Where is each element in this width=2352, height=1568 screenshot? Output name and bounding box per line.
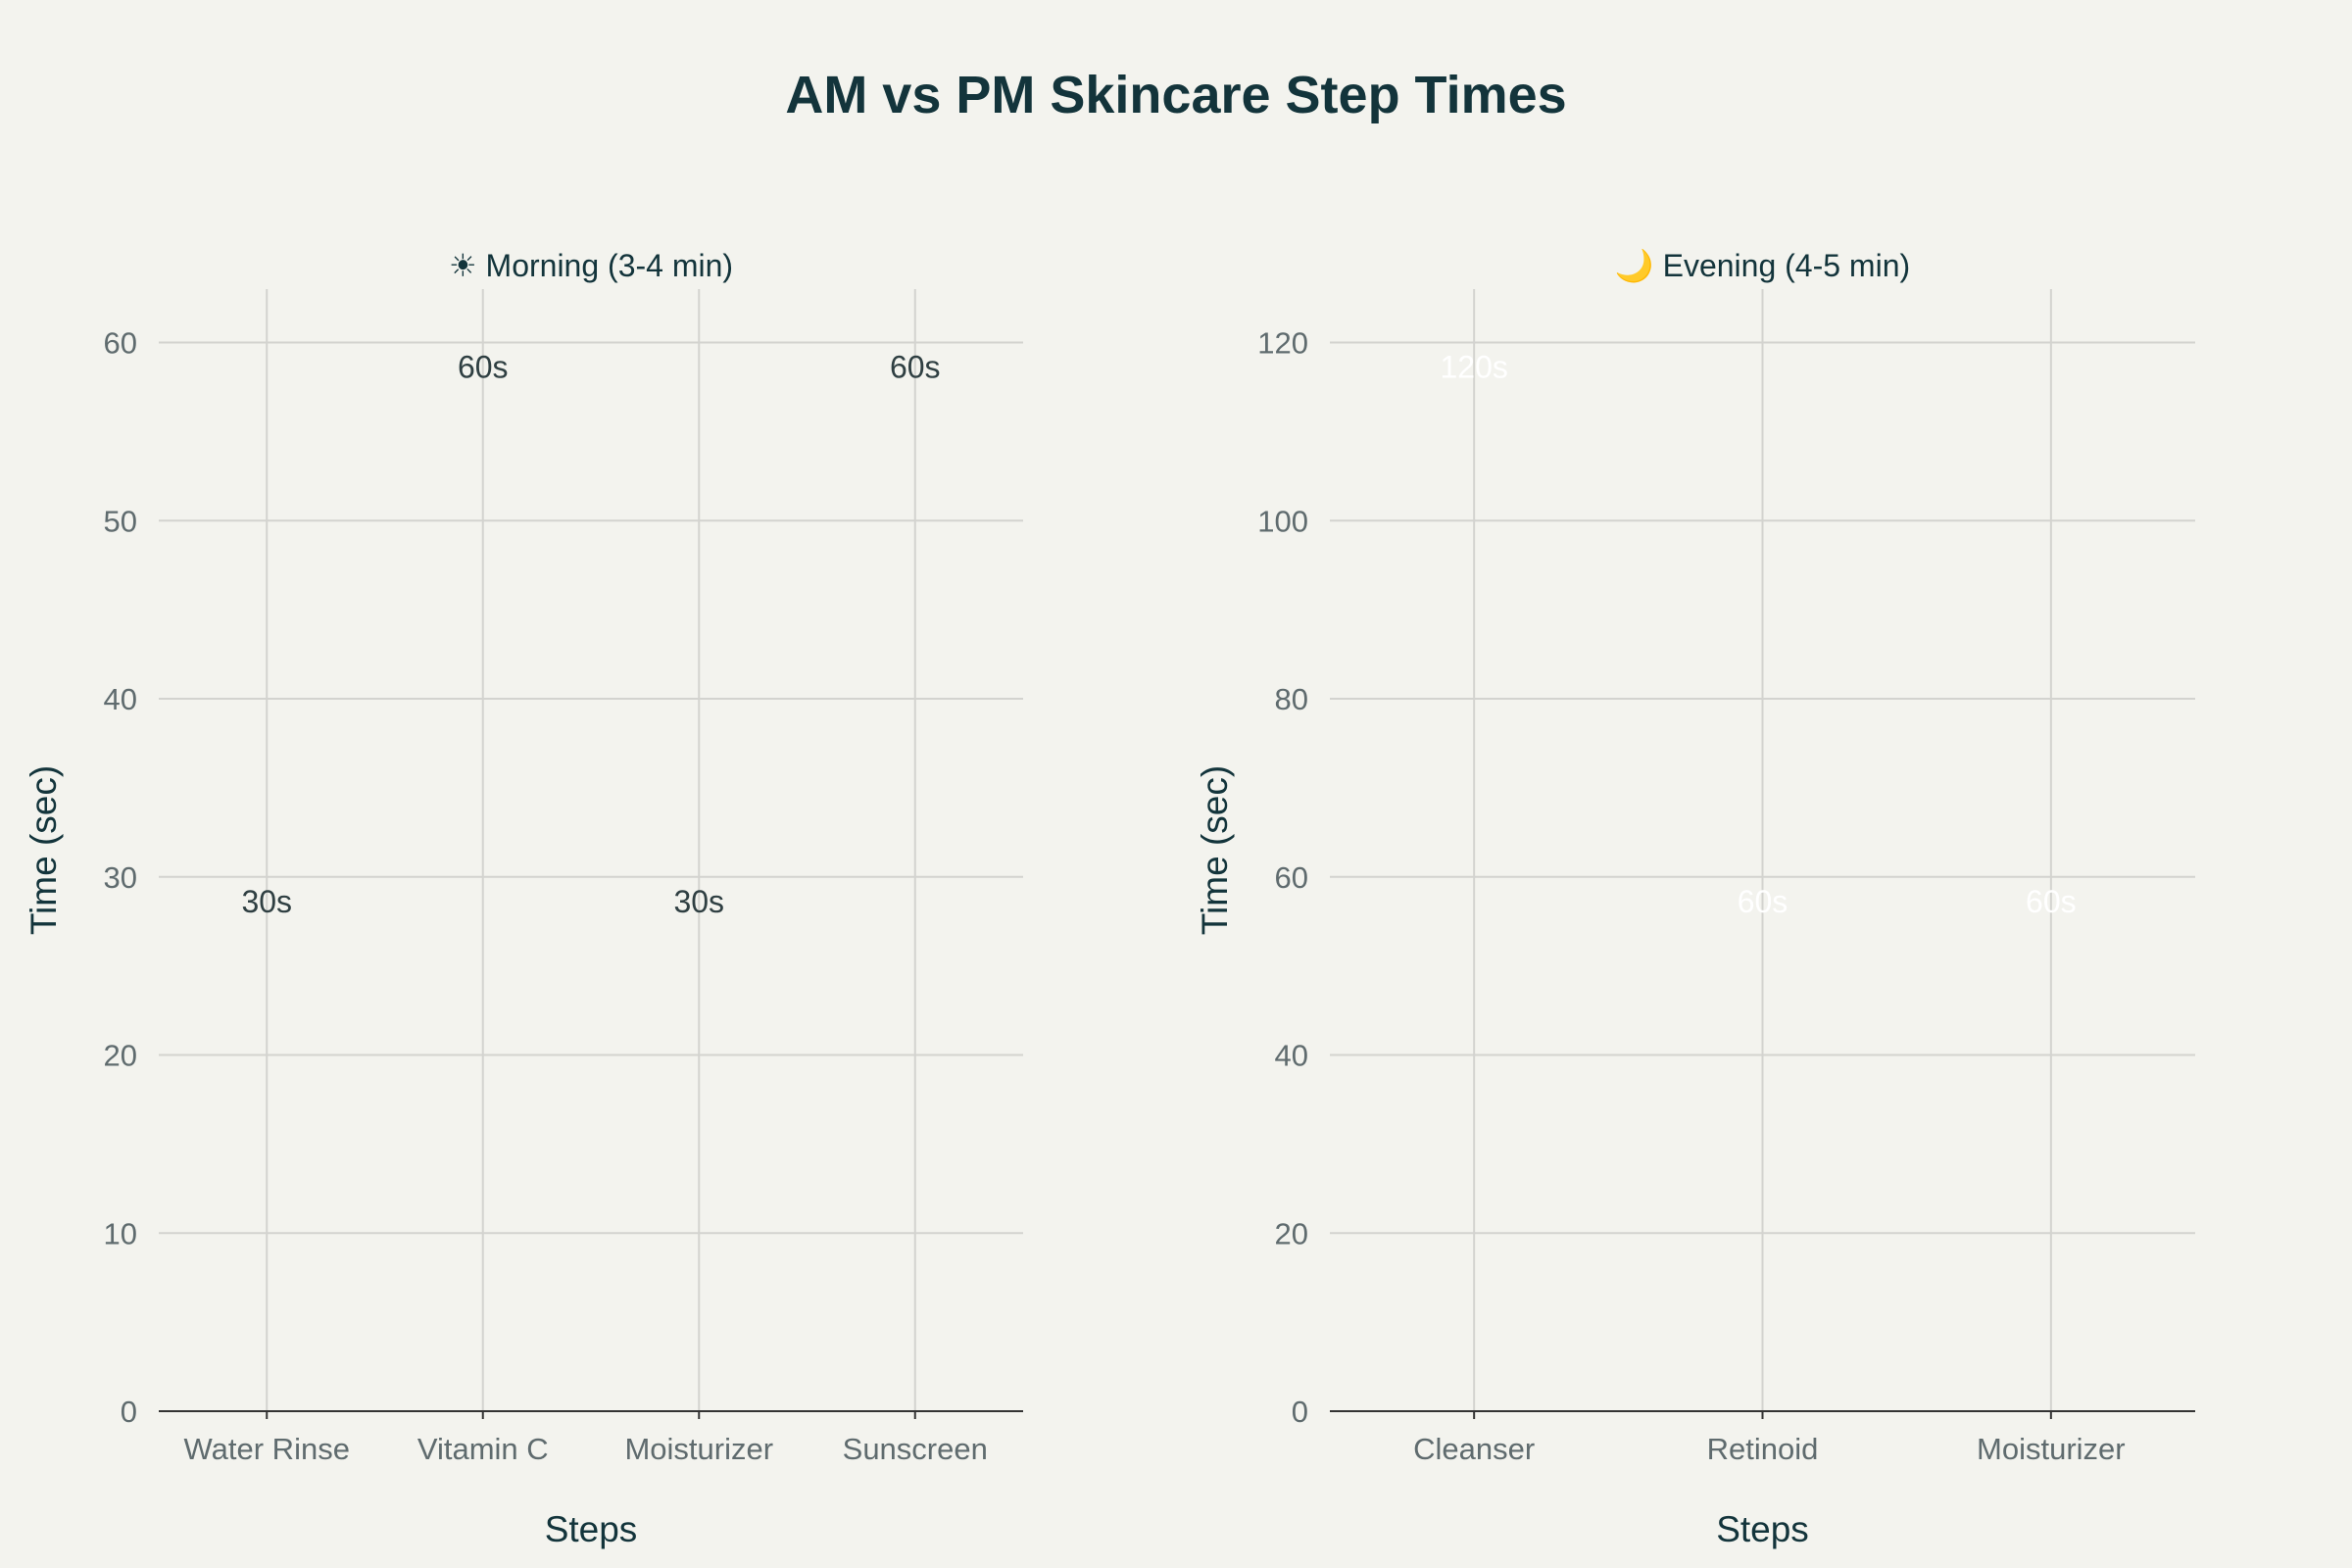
panel-subtitle: 🌙 Evening (4-5 min) (1615, 248, 1910, 284)
bar-value-label: 60s (458, 350, 509, 385)
x-tick-label: Moisturizer (1977, 1432, 2126, 1466)
x-tick-label: Vitamin C (417, 1432, 549, 1466)
bar-value-label: 60s (2026, 884, 2077, 919)
x-tick-label: Sunscreen (843, 1432, 988, 1466)
panel-1: 0 10 20 30 40 50 60 30s 60s 30s 60s Water Rinse Vita… (24, 248, 1023, 1549)
panel-subtitle: ☀ Morning (3-4 min) (449, 248, 733, 283)
x-axis-label: Steps (1716, 1509, 1809, 1549)
bar-value-label: 60s (1738, 884, 1788, 919)
y-axis-label: Time (sec) (24, 765, 64, 935)
chart-panels: 0 10 20 30 40 50 60 30s 60s 30s 60s Water Rinse Vita… (24, 248, 2195, 1549)
y-tick-label: 40 (1275, 1039, 1308, 1073)
bar-value-label: 60s (890, 350, 941, 385)
y-tick-label: 60 (1275, 860, 1308, 895)
y-axis-label: Time (sec) (1195, 765, 1235, 935)
y-tick-label: 0 (121, 1395, 137, 1429)
y-tick-label: 60 (104, 326, 137, 361)
chart-title: AM vs PM Skincare Step Times (785, 66, 1566, 124)
y-tick-label: 20 (1275, 1216, 1308, 1250)
y-tick-label: 10 (104, 1216, 137, 1250)
x-tick-label: Retinoid (1707, 1432, 1819, 1466)
y-tick-label: 50 (104, 504, 137, 538)
y-tick-label: 120 (1257, 326, 1308, 361)
x-tick-label: Cleanser (1413, 1432, 1535, 1466)
x-axis-label: Steps (545, 1509, 638, 1549)
bar-value-label: 120s (1440, 350, 1507, 385)
y-tick-label: 0 (1292, 1395, 1308, 1429)
y-tick-label: 30 (104, 860, 137, 895)
y-tick-label: 40 (104, 682, 137, 716)
y-tick-label: 100 (1257, 504, 1308, 538)
bar-value-label: 30s (673, 884, 724, 919)
x-tick-label: Water Rinse (184, 1432, 350, 1466)
x-tick-label: Moisturizer (624, 1432, 773, 1466)
y-tick-label: 20 (104, 1039, 137, 1073)
bar-value-label: 30s (241, 884, 292, 919)
y-tick-label: 80 (1275, 682, 1308, 716)
panel-2: 0 20 40 60 80 100 120 120s 60s 60s Cleanser Retinoi… (1195, 248, 2195, 1549)
